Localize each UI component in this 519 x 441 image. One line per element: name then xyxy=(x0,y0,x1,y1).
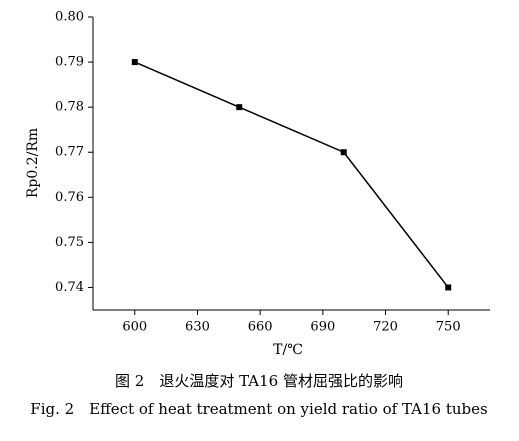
chart-title: 图 2 退火温度对 TA16 管材屈强比的影响 xyxy=(115,372,403,390)
y-tick-label: 0.74 xyxy=(55,280,84,295)
marker xyxy=(131,59,138,66)
y-axis-label: Rp0.2/Rm xyxy=(25,128,41,198)
chart-subtitle: Fig. 2 Effect of heat treatment on yield… xyxy=(30,400,487,418)
x-axis-label: T/℃ xyxy=(273,342,303,358)
x-tick-label: 660 xyxy=(248,320,273,335)
y-tick-label: 0.79 xyxy=(55,55,84,70)
marker xyxy=(445,284,452,291)
y-tick-label: 0.78 xyxy=(55,100,84,115)
line xyxy=(134,61,449,288)
marker xyxy=(236,104,243,111)
x-tick-label: 690 xyxy=(310,320,335,335)
x-tick-label: 720 xyxy=(373,320,398,335)
y-tick-label: 0.75 xyxy=(55,235,84,250)
marker xyxy=(340,149,347,156)
y-tick-label: 0.80 xyxy=(55,10,84,25)
x-tick-label: 600 xyxy=(122,320,147,335)
y-tick-label: 0.77 xyxy=(55,145,84,160)
x-tick-label: 750 xyxy=(436,320,461,335)
x-tick-label: 630 xyxy=(185,320,210,335)
y-tick-label: 0.76 xyxy=(55,190,84,205)
